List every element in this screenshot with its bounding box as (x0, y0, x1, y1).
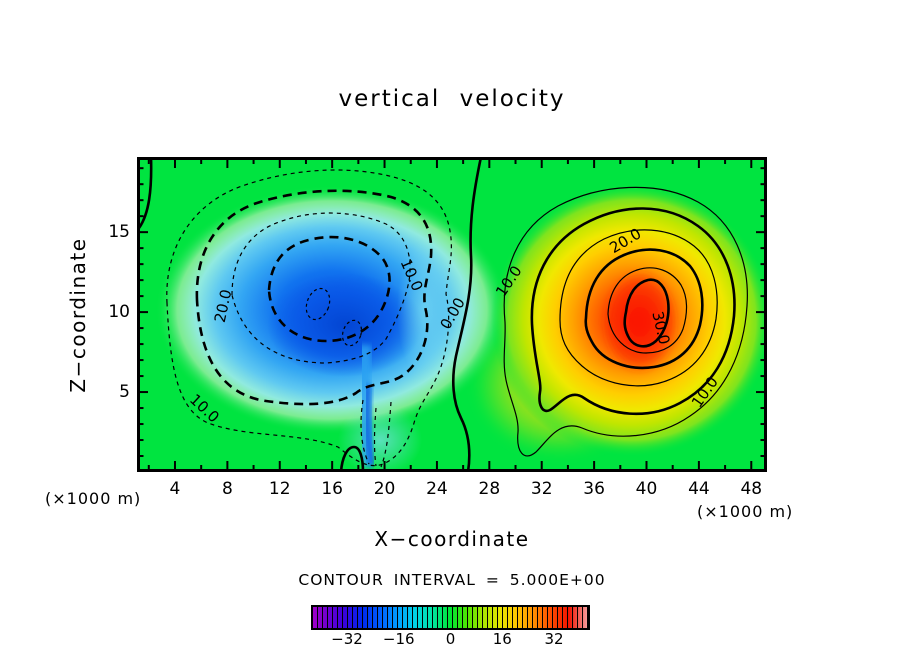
x-tick-label: 28 (478, 479, 501, 499)
contour-zero-topleft (137, 157, 153, 229)
colorbar-cell-lines (313, 607, 588, 628)
contour-pos-5 (503, 186, 748, 457)
x-axis-unit: (×1000 m) (697, 502, 794, 521)
contour-pos-20 (584, 248, 704, 370)
x-tick-label: 36 (583, 479, 605, 499)
contour-pos-30 (623, 278, 670, 348)
colorbar-tick-label: 16 (492, 630, 512, 648)
updraft-core (602, 270, 678, 374)
contour-neg-5 (166, 169, 452, 467)
negative-thick-dashed-contours (195, 189, 433, 406)
y-axis-unit: (×1000 m) (45, 489, 142, 508)
contour-lines (137, 157, 748, 472)
contour-pos-25 (607, 267, 688, 354)
y-tick-label: 15 (108, 222, 130, 243)
colorbar-tick-label: 32 (544, 630, 564, 648)
downdraft-core (267, 273, 423, 377)
colorbar-tick-label: −32 (331, 630, 363, 648)
contour-neg-25-a (305, 287, 331, 321)
downdraft-streak-core (363, 384, 377, 467)
contour-neg-25-b (341, 319, 363, 347)
colorbar-tick-label: −16 (382, 630, 415, 648)
y-tick-label: 5 (119, 382, 130, 403)
chart-title: vertical velocity (338, 86, 566, 112)
contour-neg-10 (195, 189, 433, 406)
x-tick-label: 16 (321, 479, 343, 499)
x-tick-label: 20 (373, 479, 396, 499)
contour-interval-text: CONTOUR INTERVAL = 5.000E+00 (298, 571, 606, 589)
contour-zero-bottom-bump (339, 445, 365, 472)
contour-neg-15 (231, 212, 411, 364)
color-fill-field (137, 157, 767, 472)
x-tick-label: 12 (268, 479, 291, 499)
x-axis-label: X−coordinate (374, 527, 530, 551)
x-tick-label: 44 (688, 479, 710, 499)
contour-neg-20 (267, 235, 391, 343)
colorbar-tick-label: 0 (445, 630, 456, 648)
negative-thin-dashed-contours (166, 169, 452, 468)
x-tick-label: 24 (426, 479, 448, 499)
positive-thin-solid-contours (503, 186, 748, 457)
x-tick-label: 8 (221, 479, 233, 499)
x-tick-label: 48 (740, 479, 763, 499)
streak-contour-a (360, 399, 370, 465)
contour-pos-10 (530, 207, 736, 416)
contour-zero-main (451, 157, 483, 472)
contour-pos-15 (559, 229, 718, 387)
axis-ticks (138, 158, 766, 471)
y-tick-label: 10 (108, 302, 130, 323)
plot-frame (137, 157, 767, 472)
streak-contour-b (373, 407, 377, 467)
x-tick-label: 4 (169, 479, 181, 499)
x-tick-label: 32 (530, 479, 553, 499)
bold-solid-contours (137, 157, 736, 472)
x-tick-label: 40 (635, 479, 658, 499)
colorbar (311, 605, 590, 630)
